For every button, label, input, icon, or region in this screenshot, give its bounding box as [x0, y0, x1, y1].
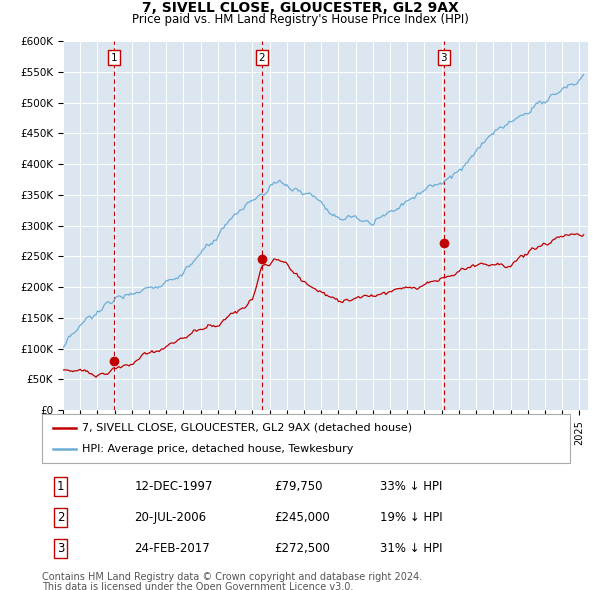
- Text: 20-JUL-2006: 20-JUL-2006: [134, 511, 206, 525]
- Text: £272,500: £272,500: [274, 542, 330, 555]
- Text: 3: 3: [57, 542, 64, 555]
- Text: 2: 2: [57, 511, 64, 525]
- Text: 31% ↓ HPI: 31% ↓ HPI: [380, 542, 442, 555]
- Text: 1: 1: [57, 480, 64, 493]
- Text: 1: 1: [110, 53, 117, 63]
- Text: 2: 2: [259, 53, 265, 63]
- Text: 19% ↓ HPI: 19% ↓ HPI: [380, 511, 443, 525]
- Text: £79,750: £79,750: [274, 480, 323, 493]
- Text: Contains HM Land Registry data © Crown copyright and database right 2024.: Contains HM Land Registry data © Crown c…: [42, 572, 422, 582]
- Text: 3: 3: [440, 53, 447, 63]
- Text: 7, SIVELL CLOSE, GLOUCESTER, GL2 9AX: 7, SIVELL CLOSE, GLOUCESTER, GL2 9AX: [142, 1, 458, 15]
- FancyBboxPatch shape: [42, 414, 570, 463]
- Text: 24-FEB-2017: 24-FEB-2017: [134, 542, 210, 555]
- Text: 33% ↓ HPI: 33% ↓ HPI: [380, 480, 442, 493]
- Text: This data is licensed under the Open Government Licence v3.0.: This data is licensed under the Open Gov…: [42, 582, 353, 590]
- Text: 12-DEC-1997: 12-DEC-1997: [134, 480, 213, 493]
- Text: £245,000: £245,000: [274, 511, 330, 525]
- Text: HPI: Average price, detached house, Tewkesbury: HPI: Average price, detached house, Tewk…: [82, 444, 353, 454]
- Text: Price paid vs. HM Land Registry's House Price Index (HPI): Price paid vs. HM Land Registry's House …: [131, 13, 469, 26]
- Text: 7, SIVELL CLOSE, GLOUCESTER, GL2 9AX (detached house): 7, SIVELL CLOSE, GLOUCESTER, GL2 9AX (de…: [82, 423, 412, 433]
